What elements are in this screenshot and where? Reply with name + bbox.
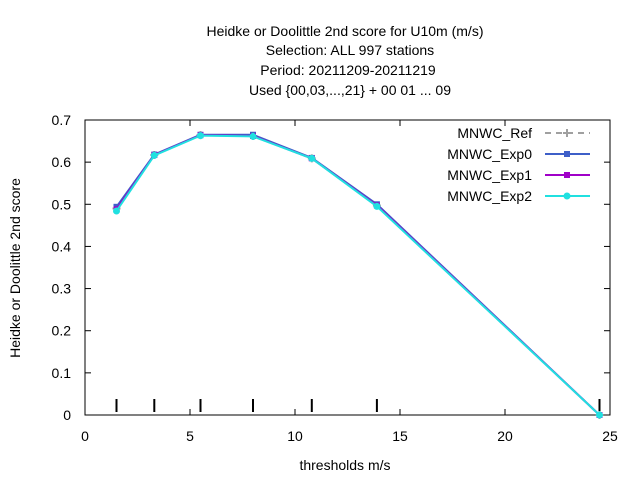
y-tick-label: 0.7	[52, 112, 72, 128]
data-point	[564, 172, 570, 178]
title-line-1: Heidke or Doolittle 2nd score for U10m (…	[207, 23, 484, 39]
legend-label: MNWC_Ref	[457, 125, 532, 141]
x-axis: 0 5 10 15 20 25	[81, 120, 618, 444]
y-tick-label: 0.5	[52, 196, 72, 212]
series-MNWC_Exp2	[113, 132, 603, 419]
legend-item: MNWC_Exp2	[447, 188, 590, 204]
data-point	[563, 192, 571, 200]
chart-title: Heidke or Doolittle 2nd score for U10m (…	[207, 23, 484, 98]
legend-item: MNWC_Ref	[457, 125, 590, 141]
x-axis-label: thresholds m/s	[299, 457, 390, 473]
data-point	[596, 411, 603, 419]
y-tick-label: 0.2	[52, 323, 72, 339]
y-tick-label: 0.1	[52, 365, 72, 381]
x-tick-label: 0	[81, 428, 89, 444]
data-point	[373, 202, 381, 210]
series-lines	[112, 131, 604, 419]
data-point	[563, 129, 571, 137]
legend-item: MNWC_Exp1	[447, 167, 590, 183]
data-point	[113, 207, 120, 215]
x-tick-label: 15	[392, 428, 408, 444]
x-tick-label: 5	[186, 428, 194, 444]
threshold-markers	[115, 399, 601, 412]
data-point	[249, 132, 257, 140]
legend-label: MNWC_Exp1	[447, 167, 532, 183]
legend-label: MNWC_Exp2	[447, 188, 532, 204]
y-axis-label: Heidke or Doolittle 2nd score	[7, 178, 23, 358]
title-line-4: Used {00,03,...,21} + 00 01 ... 09	[249, 82, 451, 98]
title-line-2: Selection: ALL 997 stations	[266, 42, 434, 58]
y-tick-label: 0	[63, 407, 71, 423]
data-point	[308, 154, 316, 162]
x-tick-label: 25	[602, 428, 618, 444]
title-line-3: Period: 20211209-20211219	[260, 62, 436, 78]
data-point	[150, 151, 158, 159]
legend-label: MNWC_Exp0	[447, 146, 532, 162]
data-point	[564, 151, 570, 157]
legend: MNWC_Ref MNWC_Exp0 MNWC_Exp1 MNWC_Exp2	[447, 125, 590, 204]
x-tick-label: 20	[497, 428, 513, 444]
y-tick-label: 0.6	[52, 154, 72, 170]
y-axis: 0 0.1 0.2 0.3 0.4 0.5 0.6 0.7	[52, 112, 610, 423]
y-tick-label: 0.3	[52, 281, 72, 297]
data-point	[197, 132, 204, 140]
legend-item: MNWC_Exp0	[447, 146, 590, 162]
y-tick-label: 0.4	[52, 238, 72, 254]
x-tick-label: 10	[287, 428, 303, 444]
plot-frame	[84, 119, 611, 416]
